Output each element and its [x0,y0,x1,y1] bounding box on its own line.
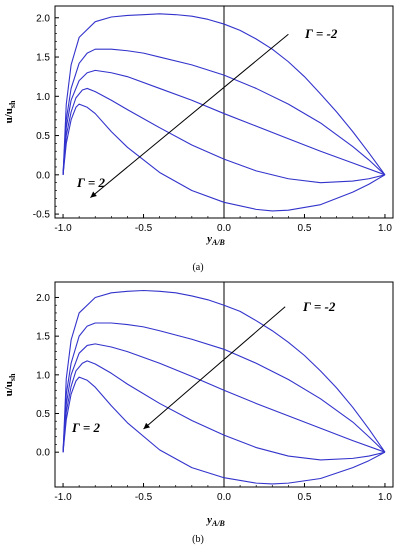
gamma-direction-arrow [143,306,286,430]
y-tick-label: 1.5 [36,332,50,343]
x-tick-label: -0.5 [135,492,153,503]
series-line-2 [62,322,386,453]
x-tick-label: -1.0 [54,492,72,503]
y-axis-label: u/ush [3,373,17,396]
y-tick-label: 1.5 [36,53,50,64]
x-axis-label: yA/B [205,233,225,247]
y-axis-label: u/ush [3,100,17,123]
gamma-direction-arrow [90,33,289,198]
series-line-1 [62,289,386,453]
chart-panel-a: -1.0 -0.5 0.0 0.5 1.0-0.50.00.51.01.52.0Γ = … [3,5,394,273]
series-line-4 [62,360,386,461]
x-tick-label: 1.0 [378,223,392,234]
x-tick-label: 1.0 [378,492,392,503]
series-line-4 [62,87,386,184]
y-tick-label: 2.0 [36,293,50,304]
series-line-2 [62,48,386,176]
y-tick-label: 0.0 [36,170,50,181]
x-tick-label: -0.5 [135,223,153,234]
x-tick-label: 0.5 [298,223,312,234]
annotation-gamma-bottom: Γ = 2 [76,175,106,190]
y-tick-label: 1.0 [36,92,50,103]
series-line-1 [62,13,386,176]
y-tick-label: -0.5 [33,210,51,221]
y-tick-label: 0.5 [36,131,50,142]
annotation-gamma-top: Γ = -2 [304,26,338,41]
x-tick-label: 0.5 [298,492,312,503]
y-tick-label: 1.0 [36,370,50,381]
x-tick-label: -1.0 [54,223,72,234]
x-axis-label: yA/B [205,514,225,528]
panel-caption: (b) [192,534,204,545]
panel-caption: (a) [192,262,203,273]
series-line-3 [62,69,386,176]
annotation-gamma-top: Γ = -2 [302,299,336,314]
chart-panel-b: -1.0 -0.5 0.0 0.5 1.0 0.0 0.5 1.0 1.5 2.0 Γ = -2 Γ … [3,281,394,545]
annotation-gamma-bottom: Γ = 2 [71,420,101,435]
series-line-5 [62,103,386,212]
series-line-3 [62,343,386,453]
y-tick-label: 0.5 [36,409,50,420]
series-line-5 [62,376,386,485]
x-tick-label: 0.0 [217,223,231,234]
y-tick-label: 2.0 [36,13,50,24]
y-tick-label: 0.0 [36,448,50,459]
x-tick-label: 0.0 [217,492,231,503]
